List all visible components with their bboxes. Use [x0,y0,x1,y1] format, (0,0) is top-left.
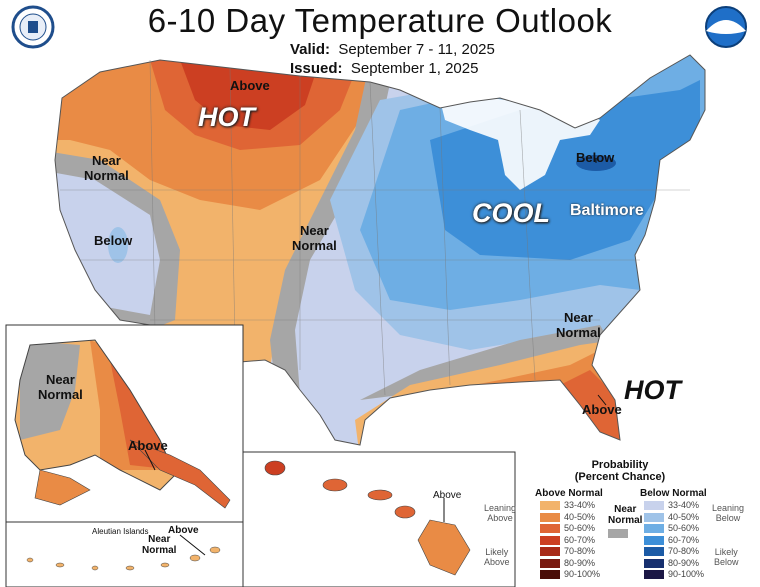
label-near-normal-west: Near Normal [84,153,129,183]
legend-likely-below: Likely Below [714,547,739,567]
label-aleutian-above: Above [168,525,199,536]
label-alaska-near-normal: Near Normal [38,372,83,402]
alaska-outline [14,339,176,491]
alaska-near [20,340,80,440]
region-below-40-west [108,227,128,263]
label-below-west: Below [94,233,133,248]
legend-below-header: Below Normal [640,488,707,499]
legend-above-swatch [540,512,560,522]
region-above-60-70-north [180,60,320,130]
issued-value: September 1, 2025 [350,60,479,77]
legend-below-label: 40-50% [668,511,700,522]
legend-below-label: 70-80% [668,546,700,556]
label-hot-southeast: HOT [624,375,681,405]
region-near-southeast [360,325,620,400]
hawaii-islands [264,460,471,576]
legend: Probability (Percent Chance) Above Norma… [480,455,760,587]
legend-below-swatch [644,535,664,545]
legend-below-swatch [644,512,664,522]
legend-above-swatch [540,501,560,510]
valid-dates: Valid: September 7 - 11, 2025 [290,41,495,58]
legend-above-swatch [540,558,560,568]
label-aleutian-islands: Aleutian Islands [92,527,149,536]
legend-below-swatch [644,570,664,579]
issued-date: Issued: September 1, 2025 [290,60,478,77]
legend-above-label: 70-80% [564,546,596,556]
legend-above-swatch [540,535,560,545]
label-near-normal-plains: Near Normal [292,223,337,253]
label-hawaii-above: Above [433,490,462,501]
noaa-logo-icon [705,6,747,48]
legend-near-header: Near Normal [608,504,643,526]
legend-above-label: 90-100% [564,569,601,579]
label-below-northeast: Below [576,150,615,165]
legend-above-swatch [540,547,560,556]
label-alaska-above: Above [128,438,168,453]
legend-subtitle: (Percent Chance) [574,471,666,483]
legend-below-label: 50-60% [668,523,700,533]
valid-label: Valid: [290,41,331,58]
valid-value: September 7 - 11, 2025 [338,41,495,58]
legend-below-swatch [644,547,664,556]
pointer-aleutian [179,534,206,556]
pointer-above-fl [597,394,607,406]
pointer-ak-above [144,449,156,471]
legend-above-header: Above Normal [535,488,603,499]
issued-label: Issued: [290,60,343,77]
label-near-normal-southeast: Near Normal [556,310,601,340]
aleutian-inset-box [5,521,244,587]
legend-above-label: 80-90% [564,557,596,568]
legend-below-label: 80-90% [668,557,700,568]
legend-below-swatch [644,558,664,568]
legend-above-label: 33-40% [564,500,596,510]
legend-leaning-below: Leaning Below [712,503,745,523]
legend-title: Probability [591,459,649,471]
legend-below-swatch [644,524,664,533]
alaska-panhandle [129,439,231,509]
aleutian-islands-shapes [26,546,221,571]
noaa-logo-text: NOAA [717,24,741,33]
label-above-north: Above [230,78,270,93]
legend-likely-above: Likely Above [484,547,510,567]
legend-above-swatch [540,570,560,579]
legend-above-label: 40-50% [564,511,596,522]
page-title: 6-10 Day Temperature Outlook [147,2,613,39]
legend-near-swatch [608,529,628,538]
legend-below-label: 90-100% [668,569,705,579]
label-hot-west: HOT [198,102,255,132]
legend-above-label: 60-70% [564,534,596,545]
label-above-florida: Above [582,402,622,417]
label-aleutian-near-normal: Near Normal [142,534,177,556]
legend-below-label: 60-70% [668,534,700,545]
legend-above-swatch [540,524,560,533]
alaska-above-50 [110,360,175,470]
hawaii-inset-box [242,451,516,587]
label-baltimore: Baltimore [570,202,644,219]
state-lines [60,59,690,396]
commerce-seal-icon [11,5,55,49]
legend-leaning-above: Leaning Above [484,503,517,523]
legend-below-label: 33-40% [668,500,700,510]
label-cool: COOL [472,198,550,228]
legend-below-swatch [644,501,664,510]
alaska-peninsula [34,469,91,506]
legend-above-label: 50-60% [564,523,596,533]
